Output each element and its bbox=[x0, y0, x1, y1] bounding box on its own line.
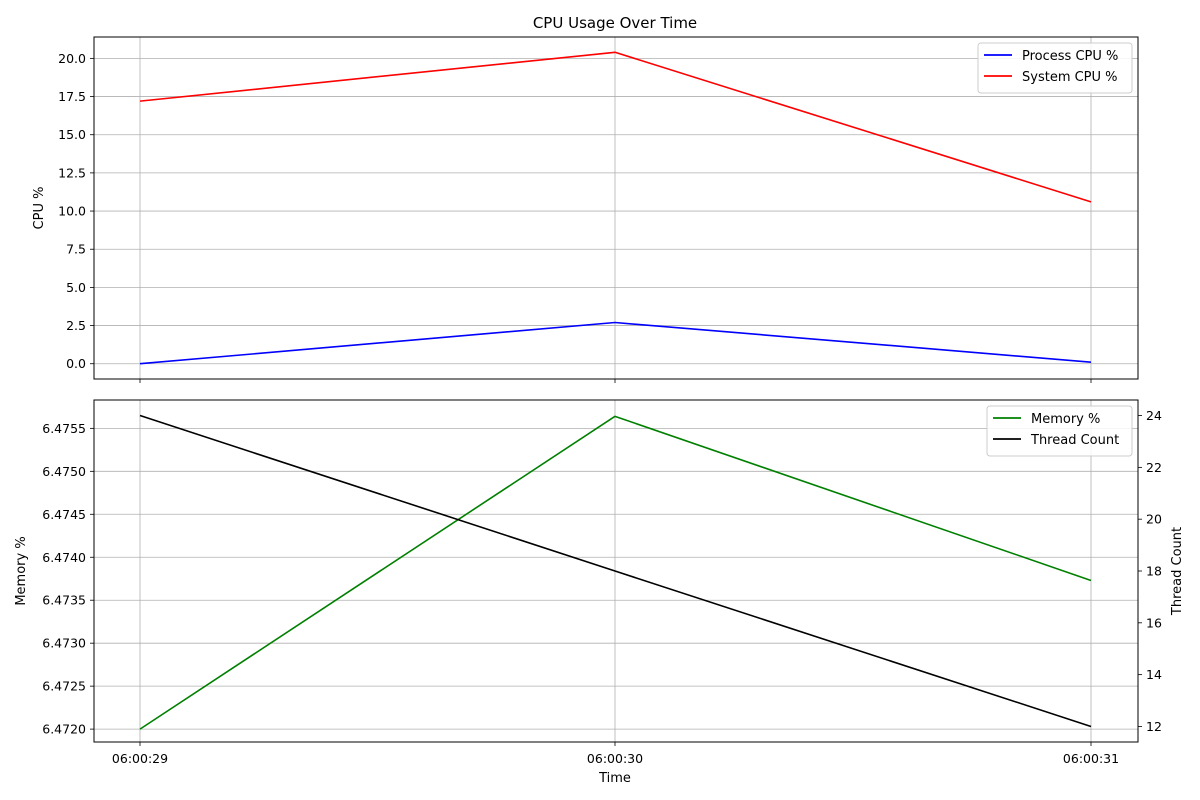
series-line-process-cpu bbox=[139, 321, 1092, 365]
y-tick-label: 17.5 bbox=[58, 89, 86, 104]
series-line-memory bbox=[139, 415, 1092, 730]
y-tick-label: 6.4755 bbox=[42, 421, 86, 436]
y2-tick-label: 18 bbox=[1146, 564, 1162, 579]
plot-frame bbox=[93, 36, 1139, 380]
y-tick-label: 10.0 bbox=[58, 204, 86, 219]
chart-title: CPU Usage Over Time bbox=[533, 14, 697, 32]
y-tick-label: 6.4735 bbox=[42, 593, 86, 608]
top-y-axis-label: CPU % bbox=[32, 187, 47, 230]
legend-label: Process CPU % bbox=[1022, 49, 1118, 64]
series-line-system-cpu bbox=[139, 51, 1092, 203]
y2-tick-label: 12 bbox=[1146, 719, 1162, 734]
x-tick-label: 06:00:29 bbox=[112, 751, 168, 766]
y-tick-label: 0.0 bbox=[66, 356, 86, 371]
y2-tick-label: 24 bbox=[1146, 408, 1162, 423]
legend-label: Memory % bbox=[1031, 412, 1100, 427]
chart-marks: 0.0 2.5 5.0 7.5 10.0 12.5 15.0 17.5 20.0 Process … bbox=[42, 36, 1162, 766]
legend-box bbox=[986, 405, 1133, 457]
legend-label: System CPU % bbox=[1022, 70, 1118, 85]
y-tick-label: 5.0 bbox=[66, 280, 86, 295]
x-tick-label: 06:00:31 bbox=[1063, 751, 1119, 766]
y-tick-label: 6.4745 bbox=[42, 507, 86, 522]
plot-frame bbox=[93, 399, 1139, 743]
y2-tick-label: 22 bbox=[1146, 460, 1162, 475]
y-tick-label: 20.0 bbox=[58, 51, 86, 66]
x-tick-label: 06:00:30 bbox=[587, 751, 643, 766]
y-tick-label: 6.4730 bbox=[42, 636, 86, 651]
y2-tick-label: 16 bbox=[1146, 615, 1162, 630]
x-axis-label: Time bbox=[598, 771, 631, 786]
bottom-y-axis-label: Memory % bbox=[14, 536, 29, 605]
y-tick-label: 6.4720 bbox=[42, 722, 86, 737]
y-tick-label: 2.5 bbox=[66, 318, 86, 333]
y-tick-label: 6.4750 bbox=[42, 464, 86, 479]
y-tick-label: 7.5 bbox=[66, 242, 86, 257]
bottom-y2-axis-label: Thread Count bbox=[1170, 527, 1185, 616]
legend-label: Thread Count bbox=[1030, 433, 1119, 448]
y-tick-label: 6.4740 bbox=[42, 550, 86, 565]
series-line-thread-count bbox=[139, 414, 1092, 728]
y2-tick-label: 14 bbox=[1146, 667, 1162, 682]
y-tick-label: 12.5 bbox=[58, 165, 86, 180]
legend-box bbox=[977, 42, 1133, 94]
y-tick-label: 15.0 bbox=[58, 127, 86, 142]
y2-tick-label: 20 bbox=[1146, 512, 1162, 527]
y-tick-label: 6.4725 bbox=[42, 679, 86, 694]
